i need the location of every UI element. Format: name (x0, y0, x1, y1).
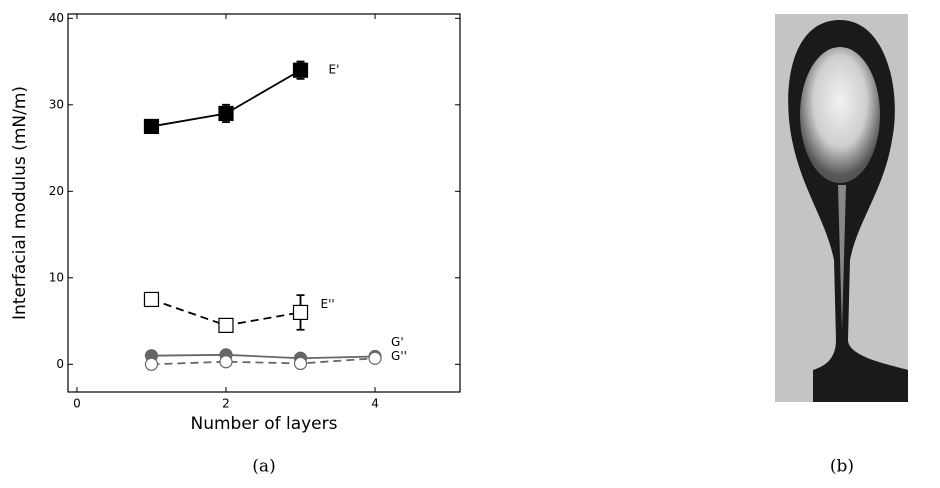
marker (368, 351, 382, 365)
series-label: E' (329, 63, 340, 77)
x-tick-label: 2 (222, 397, 230, 411)
y-tick-label: 20 (49, 184, 64, 198)
y-tick-label: 10 (49, 270, 64, 284)
marker (143, 291, 160, 308)
plot-frame (67, 13, 461, 393)
marker (293, 356, 308, 371)
droplet-photo (775, 14, 908, 402)
marker (218, 317, 234, 333)
x-axis-label: Number of layers (191, 414, 338, 434)
series-label: E'' (321, 297, 335, 311)
y-tick-label: 40 (49, 11, 64, 25)
marker (144, 357, 159, 371)
y-axis-label: Interfacial modulus (mN/m) (10, 86, 30, 320)
marker (292, 62, 309, 78)
caption: (a) (252, 457, 275, 477)
series-label: G'' (391, 349, 407, 363)
y-tick-label: 30 (49, 97, 64, 111)
marker (143, 118, 160, 135)
x-tick-label: 0 (73, 397, 81, 411)
series-line (151, 357, 376, 366)
series-label: G' (391, 335, 404, 349)
marker (219, 355, 233, 369)
series-line (151, 353, 376, 360)
caption: (b) (830, 457, 854, 477)
x-tick-label: 4 (371, 397, 379, 411)
marker (218, 105, 234, 122)
y-tick-label: 0 (56, 357, 64, 371)
marker (292, 304, 309, 321)
